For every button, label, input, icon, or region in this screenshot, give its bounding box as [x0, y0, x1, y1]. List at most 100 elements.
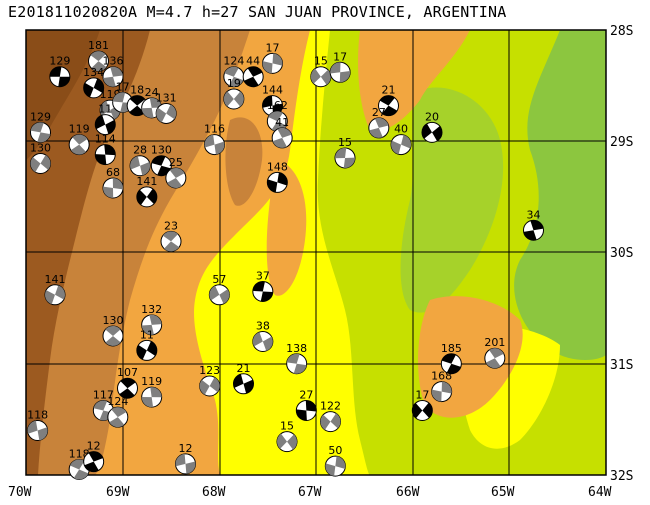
beachball-compression-quadrant [276, 433, 297, 450]
focal-mechanism: 141 [136, 175, 158, 208]
terrain-brown-ridge [225, 117, 263, 206]
event-depth-label: 129 [49, 55, 70, 68]
event-depth-label: 141 [136, 175, 157, 188]
beachball-compression-quadrant [320, 413, 341, 430]
event-depth-label: 144 [262, 84, 283, 97]
focal-mechanism: 122 [320, 400, 341, 433]
focal-mechanism: 25 [165, 156, 187, 189]
focal-mechanism: 130 [30, 142, 51, 174]
beachball-compression-quadrant [69, 459, 89, 480]
beachball-compression-quadrant [412, 402, 433, 419]
focal-mechanism: 129 [49, 55, 70, 88]
beachball-compression-quadrant [175, 453, 196, 474]
lon-label: 64W [588, 485, 612, 500]
beachball-compression-quadrant [379, 95, 398, 116]
beachball-compression-quadrant [252, 281, 273, 302]
event-depth-label: 38 [256, 320, 270, 333]
focal-mechanism: 27 [295, 388, 317, 421]
beachball-compression-quadrant [103, 66, 123, 87]
lat-label: 29S [610, 135, 633, 150]
focal-mechanism: 12 [83, 440, 105, 473]
event-depth-label: 118 [27, 409, 48, 422]
event-depth-label: 168 [431, 370, 452, 383]
beachball-compression-quadrant [262, 95, 283, 116]
beachball-compression-quadrant [136, 188, 157, 205]
event-depth-label: 17 [116, 80, 130, 93]
beachball-compression-quadrant [485, 348, 504, 369]
focal-mechanism: 12 [175, 442, 196, 475]
event-depth-label: 116 [204, 123, 225, 136]
focal-mechanism: 138 [286, 342, 308, 375]
focal-mechanism: 141 [44, 273, 66, 306]
event-depth-label: 27 [372, 106, 386, 119]
event-depth-label: 201 [484, 336, 505, 349]
focal-mechanism: 15 [276, 420, 298, 453]
beachball-compression-quadrant [325, 456, 346, 477]
beachball-compression-quadrant [136, 341, 157, 360]
focal-mechanism: 130 [150, 144, 172, 177]
focal-mechanism: 34 [523, 208, 544, 241]
event-depth-label: 44 [246, 55, 260, 68]
lon-label: 67W [298, 485, 322, 500]
beachball-compression-quadrant [523, 220, 544, 241]
beachball-compression-quadrant [49, 66, 70, 87]
event-depth-label: 18 [130, 84, 144, 97]
beachball-compression-quadrant [156, 104, 177, 123]
beachball-compression-quadrant [95, 115, 116, 135]
focal-mechanism: 131 [155, 91, 177, 124]
event-depth-label: 17 [415, 388, 429, 401]
focal-mechanism: 124 [107, 395, 129, 428]
beachball-compression-quadrant [129, 95, 145, 116]
focal-mechanism: 118 [27, 409, 49, 441]
lat-axis-labels: 28S 29S 30S 31S 32S [610, 24, 633, 484]
beachball-compression-quadrant [252, 332, 273, 351]
event-depth-label: 15 [338, 136, 352, 149]
beachball-compression-quadrant [105, 325, 121, 346]
focal-mechanism: 23 [160, 219, 182, 252]
focal-mechanism: 201 [484, 336, 506, 369]
event-depth-label: 141 [45, 273, 66, 286]
focal-mechanism: 124 [223, 55, 245, 88]
beachball-compression-quadrant [391, 134, 412, 155]
focal-mechanism: 11 [94, 103, 116, 136]
beachball-compression-quadrant [286, 353, 307, 374]
beachball-compression-quadrant [90, 51, 107, 72]
focal-mechanism: 41 [271, 116, 293, 149]
focal-mechanism: 134 [83, 66, 105, 99]
beachball-compression-quadrant [330, 62, 351, 83]
beachball-compression-quadrant [83, 78, 104, 98]
focal-mechanism: 27 [368, 106, 390, 139]
beachball-compression-quadrant [109, 407, 127, 428]
event-depth-label: 34 [527, 208, 541, 221]
focal-mechanism: 57 [208, 273, 230, 306]
beachball-compression-quadrant [421, 123, 442, 142]
beachball-compression-quadrant [262, 53, 283, 74]
focal-mechanism: 17 [262, 41, 283, 74]
beachball-compression-quadrant [84, 451, 104, 472]
focal-mechanism: 132 [141, 303, 163, 336]
beachball-compression-quadrant [209, 285, 230, 304]
focal-mechanism: 107 [117, 366, 138, 399]
lon-label: 70W [8, 485, 32, 500]
beachball-compression-quadrant [167, 167, 185, 188]
terrain-lowland-east [514, 30, 606, 360]
beachball-compression-quadrant [70, 134, 88, 155]
event-depth-label: 15 [314, 55, 328, 68]
focal-mechanism: 28 [129, 144, 151, 177]
lon-label: 66W [396, 485, 420, 500]
event-depth-label: 181 [88, 39, 109, 52]
event-depth-label: 12 [87, 440, 101, 453]
event-depth-label: 50 [328, 444, 342, 457]
event-depth-label: 123 [199, 364, 220, 377]
beachball-compression-quadrant [244, 66, 263, 87]
beachball-compression-quadrant [30, 122, 51, 143]
event-depth-label: 68 [106, 166, 120, 179]
event-depth-label: 130 [30, 142, 51, 155]
lon-label: 65W [491, 485, 515, 500]
event-depth-label: 119 [69, 123, 90, 136]
event-depth-label: 136 [103, 55, 124, 68]
beachball-compression-quadrant [224, 66, 244, 87]
terrain-orange-central [266, 160, 307, 296]
event-depth-label: 21 [382, 84, 396, 97]
